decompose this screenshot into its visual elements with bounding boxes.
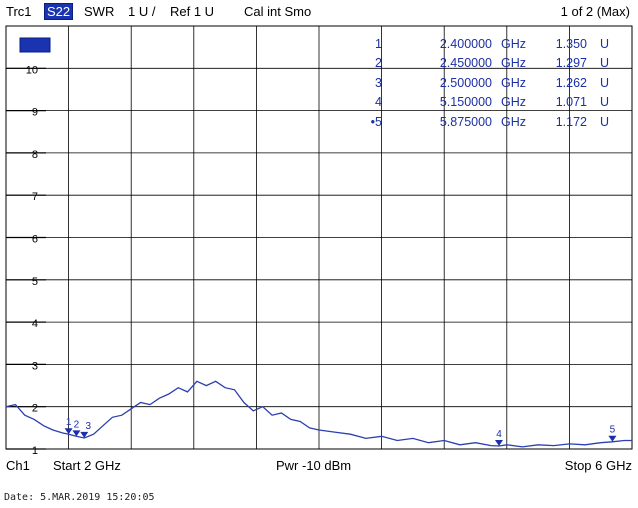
y-tick-label: 6 (32, 234, 38, 246)
marker-triangle (608, 435, 617, 442)
calibration-label: Cal int Smo (244, 4, 312, 19)
marker-triangle (80, 431, 89, 438)
marker-row[interactable]: 1 2.400000 GHz 1.350 U (375, 36, 609, 51)
parameter-chip[interactable]: S22 (44, 3, 74, 20)
marker-row[interactable]: •5 5.875000 GHz 1.172 U (370, 114, 609, 129)
marker-triangle (72, 430, 81, 437)
marker-triangle (64, 428, 73, 435)
reference-label[interactable]: Ref 1 U (170, 4, 215, 19)
y-tick-label: 4 (32, 318, 38, 330)
y-tick-label: 7 (32, 191, 38, 203)
trace-indicator[interactable] (19, 37, 51, 53)
timestamp: Date: 5.MAR.2019 15:20:05 (4, 492, 155, 503)
y-tick-label: 9 (32, 107, 38, 119)
parameter-label: S22 (44, 3, 74, 20)
marker-points: 1 2 3 4 5 (64, 417, 617, 446)
start-frequency[interactable]: Start 2 GHz (53, 458, 121, 473)
y-tick-labels: 10 9 8 7 6 5 4 3 2 1 (6, 64, 46, 457)
marker-row[interactable]: 2 2.450000 GHz 1.297 U (375, 56, 609, 71)
marker-row[interactable]: 3 2.500000 GHz 1.262 U (375, 75, 609, 90)
marker-label: 1 (66, 417, 72, 428)
y-tick-label: 10 (26, 64, 38, 76)
y-tick-label: 2 (32, 403, 38, 415)
marker-label: 2 (74, 419, 80, 430)
marker-label: 3 (85, 421, 91, 432)
power-level[interactable]: Pwr -10 dBm (276, 458, 352, 473)
scale-label[interactable]: 1 U / (128, 4, 156, 19)
marker-label: 4 (496, 429, 502, 440)
trace-label[interactable]: Trc1 (6, 4, 32, 19)
series-line (5, 380, 632, 448)
channel-label[interactable]: Ch1 (6, 458, 30, 473)
stop-frequency[interactable]: Stop 6 GHz (564, 458, 632, 473)
marker-label: 5 (610, 425, 616, 436)
y-tick-label: 8 (32, 149, 38, 161)
y-tick-label: 1 (32, 445, 38, 457)
format-label[interactable]: SWR (84, 4, 115, 19)
page-indicator: 1 of 2 (Max) (560, 4, 630, 19)
y-tick-label: 5 (32, 276, 38, 288)
marker-row[interactable]: 4 5.150000 GHz 1.071 U (375, 95, 609, 110)
marker-triangle (494, 439, 503, 446)
y-tick-label: 3 (32, 360, 38, 372)
